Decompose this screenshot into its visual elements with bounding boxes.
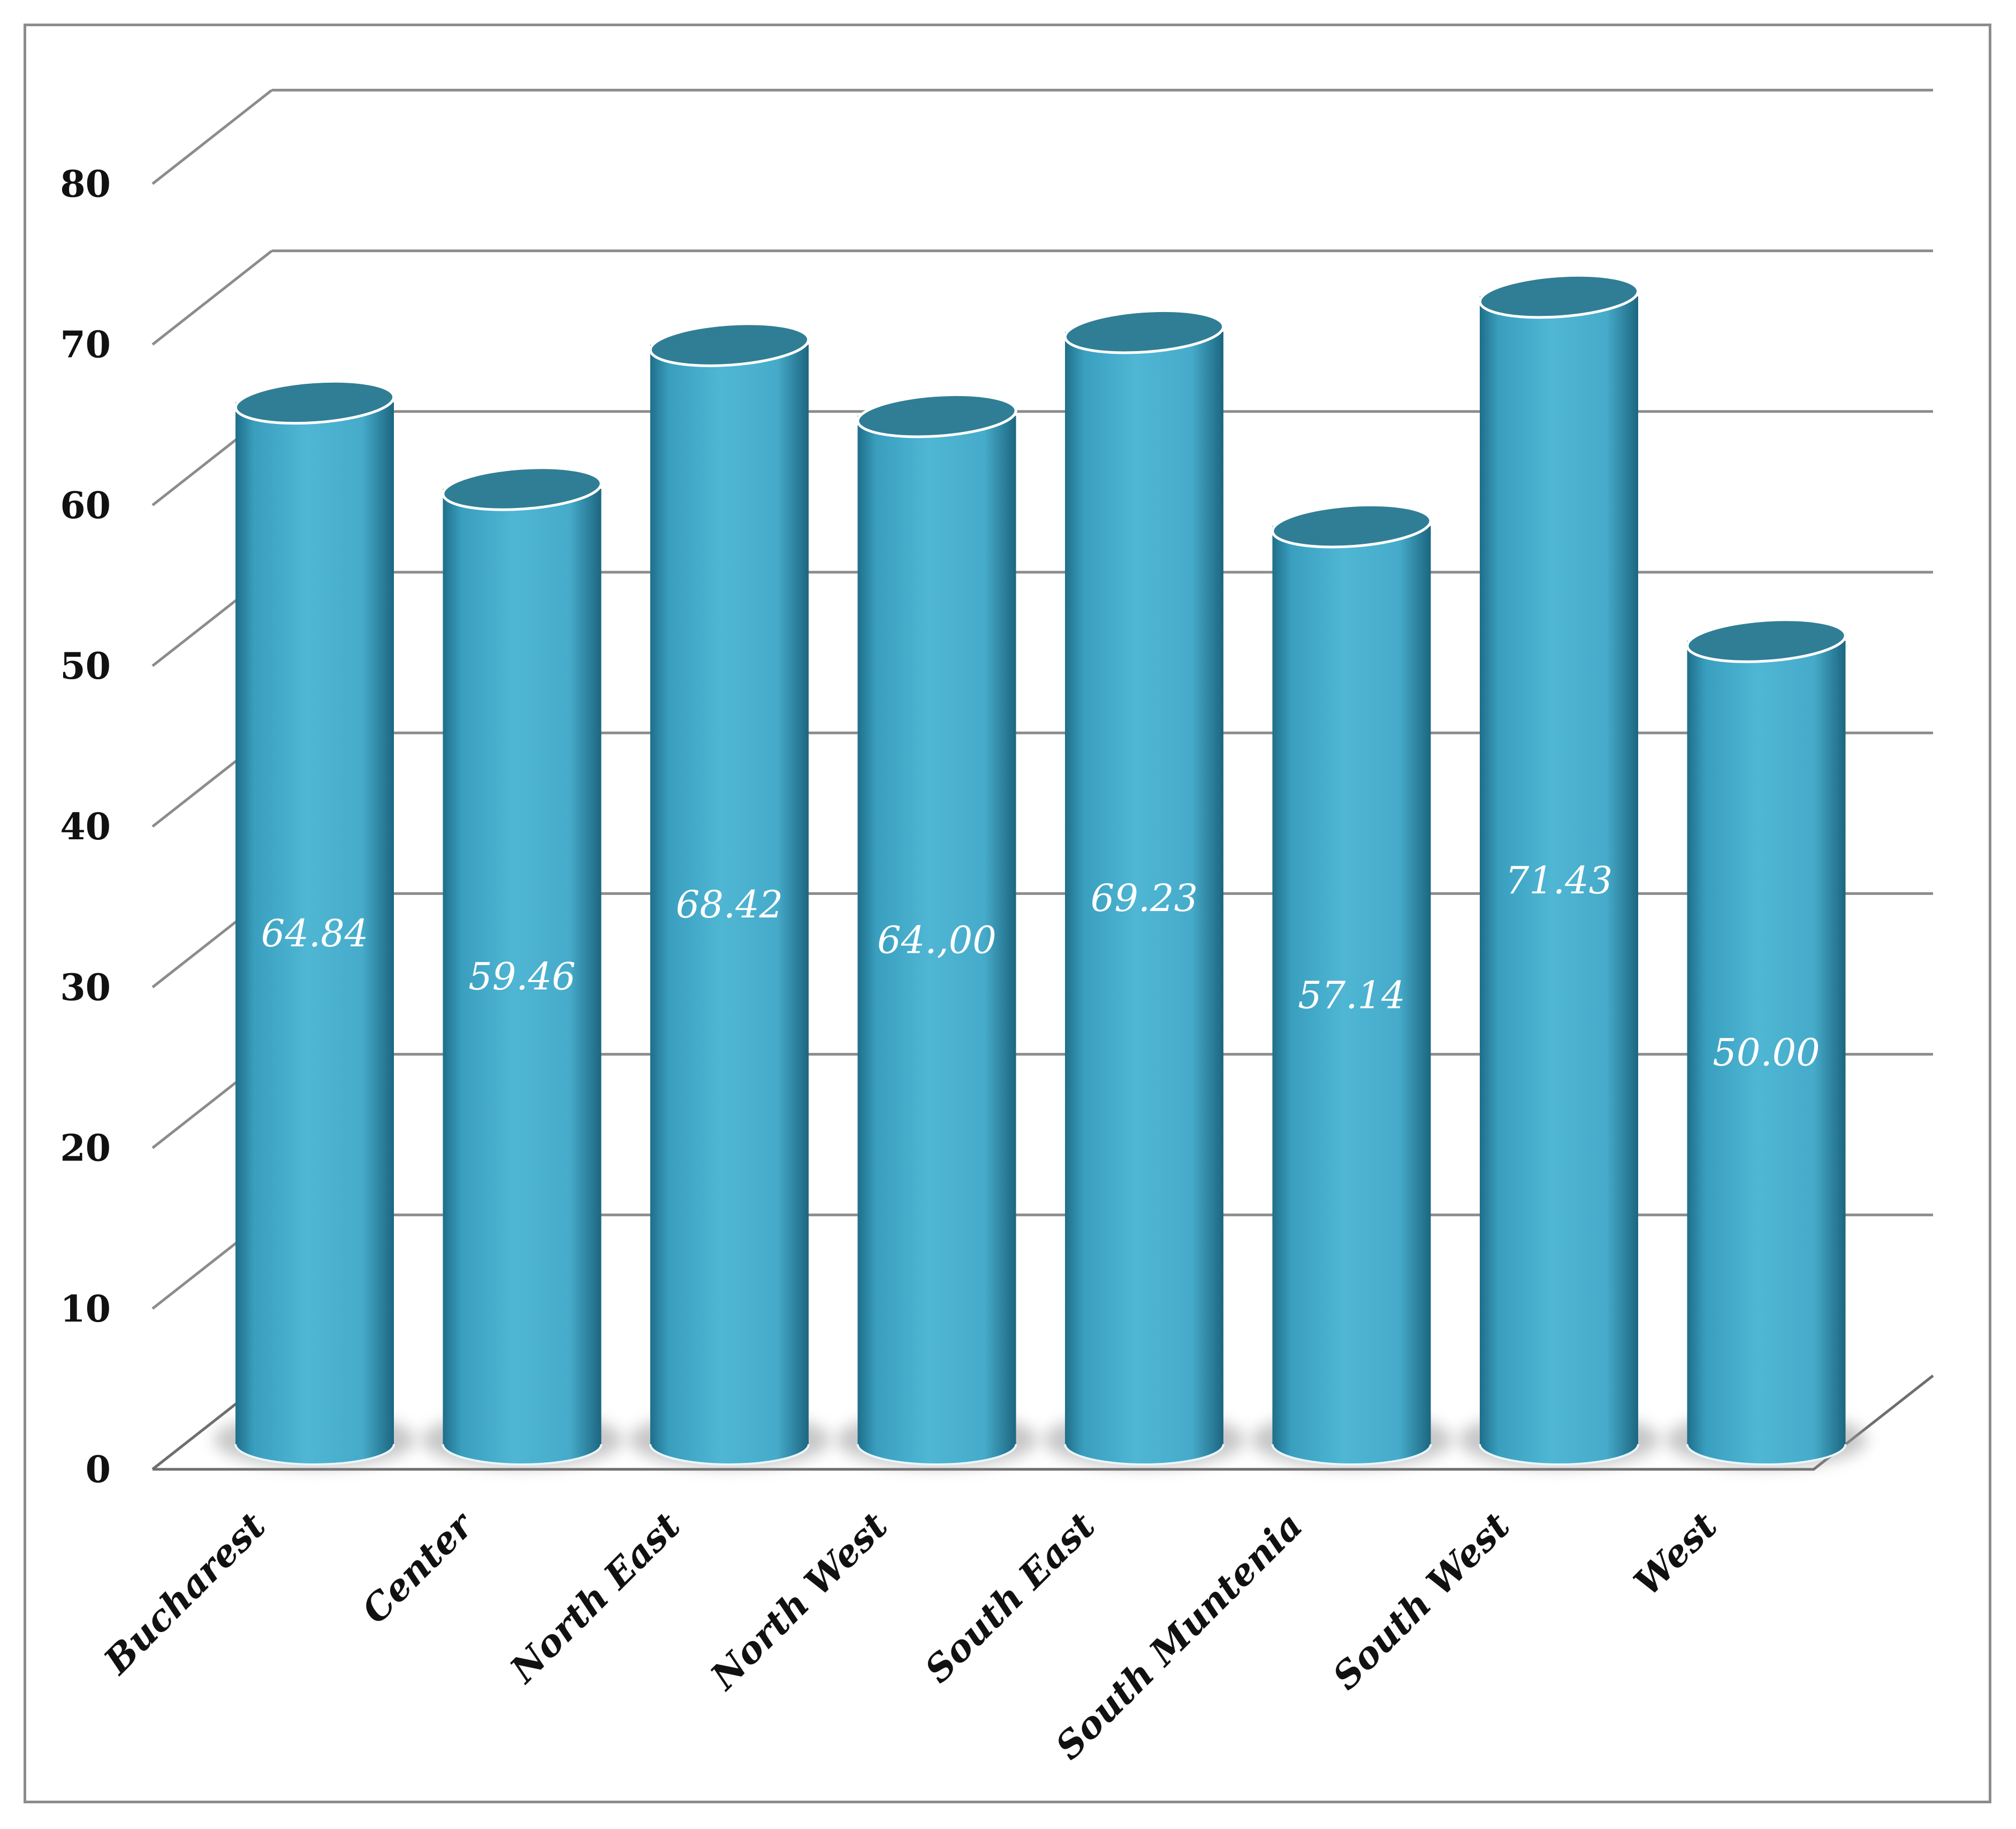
bar (836, 393, 1038, 1468)
bar-top (234, 380, 395, 425)
bar-base-rim (1479, 1444, 1639, 1466)
bar-top (649, 322, 810, 367)
bar-top (856, 393, 1017, 438)
data-label: 57.14 (1298, 973, 1405, 1017)
axes (151, 1375, 1934, 1471)
data-label: 64.84 (261, 912, 368, 955)
bar-body (857, 415, 1016, 1464)
y-tick-label: 70 (60, 324, 111, 367)
bar-base-rim (856, 1444, 1017, 1466)
y-tick-label: 60 (60, 484, 111, 527)
bar (421, 466, 623, 1468)
bar-base-rim (1686, 1444, 1847, 1466)
bar-body (1272, 526, 1431, 1464)
bar (1665, 618, 1867, 1468)
bar-base-rim (649, 1444, 810, 1466)
bar-base-rim (1271, 1444, 1432, 1466)
bar-top (1271, 503, 1432, 549)
bars (214, 274, 1867, 1468)
bar-top (1686, 618, 1847, 663)
depth-gridline (151, 89, 273, 185)
y-tick-label: 30 (60, 966, 111, 1009)
bar-base-rim (442, 1444, 603, 1466)
bar-top (1063, 309, 1225, 354)
data-label: 50.00 (1713, 1031, 1820, 1075)
depth-gridline (151, 249, 273, 346)
x-tick-label: North West (702, 1504, 896, 1698)
bar-top (1478, 274, 1640, 319)
y-tick-label: 20 (60, 1127, 111, 1170)
x-tick-label: South West (1325, 1504, 1518, 1698)
x-tick-label: Bucharest (95, 1504, 274, 1683)
bar (1458, 274, 1660, 1468)
data-label: 69.23 (1091, 876, 1198, 920)
data-label: 71.43 (1505, 859, 1612, 902)
x-tick-label: South East (917, 1504, 1104, 1691)
data-label: 64.,00 (877, 918, 996, 962)
bar-body (1480, 296, 1638, 1464)
chart-floor (151, 1375, 1934, 1471)
y-tick-label: 0 (86, 1448, 111, 1491)
bar (214, 380, 415, 1468)
bar-base-rim (234, 1444, 395, 1466)
bar (629, 322, 830, 1468)
y-tick-label: 40 (60, 806, 111, 848)
y-tick-label: 10 (60, 1288, 111, 1331)
bar-body (650, 345, 809, 1464)
bar-body (235, 402, 394, 1464)
bar (1044, 309, 1245, 1468)
bar-top (442, 466, 603, 511)
bar-body (1065, 331, 1223, 1465)
y-tick-label: 80 (60, 163, 111, 206)
data-label: 68.42 (676, 883, 783, 927)
x-tick-label: North East (501, 1504, 689, 1691)
bar-base-rim (1064, 1444, 1224, 1466)
data-label: 59.46 (468, 955, 575, 999)
x-tick-label: West (1626, 1504, 1726, 1604)
bar-body (1687, 641, 1846, 1464)
bar (1251, 503, 1452, 1468)
y-tick-label: 50 (60, 645, 111, 688)
bar-body (443, 489, 602, 1465)
grid-lines (151, 88, 1933, 1470)
x-tick-label: Center (354, 1503, 483, 1632)
